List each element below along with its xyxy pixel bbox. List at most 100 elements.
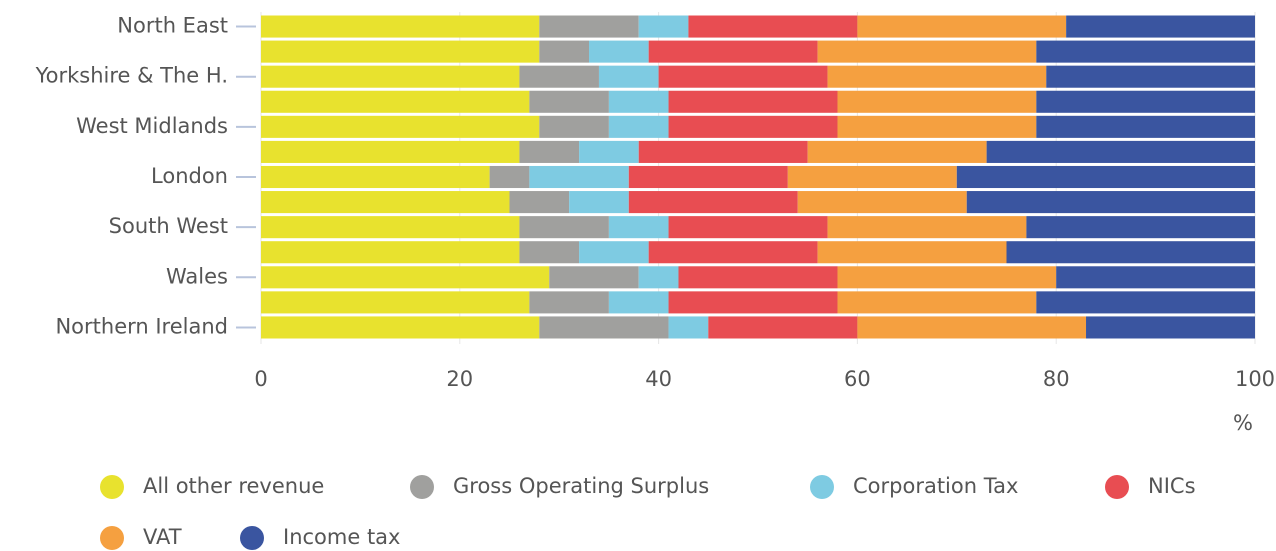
bar-segment xyxy=(638,140,808,163)
legend-swatch xyxy=(100,475,124,499)
bar-segment xyxy=(708,316,858,339)
bar-segment xyxy=(509,191,570,214)
bar-segment xyxy=(519,241,580,264)
legend-swatch xyxy=(810,475,834,499)
bar-segment xyxy=(589,40,649,63)
bar-segment xyxy=(787,165,957,189)
bar-segment xyxy=(827,65,1047,88)
bar-segment xyxy=(668,115,838,138)
y-tick-label: North East xyxy=(117,14,228,38)
bar-segment xyxy=(608,216,669,239)
bar-segment xyxy=(1036,291,1255,314)
bar-segment xyxy=(658,65,828,88)
bar-segment xyxy=(539,115,609,138)
x-tick-label: 40 xyxy=(645,367,672,391)
bar-segment xyxy=(956,165,1255,189)
bar-segment xyxy=(837,266,1057,289)
bar-segment xyxy=(817,40,1037,63)
bar-segment xyxy=(261,266,550,289)
bar-segment xyxy=(1036,115,1255,138)
legend-label: Income tax xyxy=(283,525,400,549)
bar-segment xyxy=(628,191,798,214)
x-axis-label: % xyxy=(1233,411,1253,435)
bar-segment xyxy=(539,316,669,339)
bar-segment xyxy=(261,90,530,113)
bar-segment xyxy=(1026,216,1255,239)
bar-segment xyxy=(608,90,669,113)
bar-segment xyxy=(638,15,689,38)
bar-segment xyxy=(261,65,520,88)
legend-label: All other revenue xyxy=(143,474,324,498)
bar-segment xyxy=(837,90,1037,113)
bar-segment xyxy=(489,165,530,189)
bar-segment xyxy=(1066,15,1255,38)
y-tick-label: Wales xyxy=(166,264,228,288)
bar-segment xyxy=(817,241,1007,264)
bar-segment xyxy=(519,140,580,163)
bar-segment xyxy=(261,191,510,214)
bar-segment xyxy=(1086,316,1255,339)
bar-segment xyxy=(857,316,1087,339)
bar-segment xyxy=(261,40,540,63)
y-tick-label: South West xyxy=(109,214,228,238)
bar-segment xyxy=(857,15,1067,38)
bar-segment xyxy=(519,216,609,239)
bar-segment xyxy=(797,191,967,214)
bar-segment xyxy=(261,216,520,239)
bar-segment xyxy=(648,40,818,63)
bar-segment xyxy=(569,191,629,214)
legend-swatch xyxy=(410,475,434,499)
bar-segment xyxy=(648,241,818,264)
bar-segment xyxy=(837,115,1037,138)
x-tick-label: 80 xyxy=(1043,367,1070,391)
legend-label: NICs xyxy=(1148,474,1196,498)
bar-segment xyxy=(529,165,629,189)
bar-segment xyxy=(1006,241,1255,264)
bar-segment xyxy=(549,266,639,289)
bar-segment xyxy=(539,40,590,63)
bar-segment xyxy=(1036,90,1255,113)
bar-segment xyxy=(688,15,858,38)
legend-swatch xyxy=(100,526,124,550)
x-tick-label: 60 xyxy=(844,367,871,391)
bar-segment xyxy=(966,191,1255,214)
bar-segment xyxy=(668,216,828,239)
x-tick-label: 20 xyxy=(446,367,473,391)
y-tick-label: London xyxy=(151,164,228,188)
x-tick-label: 0 xyxy=(254,367,267,391)
bar-segment xyxy=(261,115,540,138)
bar-segment xyxy=(668,90,838,113)
bar-segment xyxy=(827,216,1027,239)
bar-segment xyxy=(261,316,540,339)
legend-label: Corporation Tax xyxy=(853,474,1018,498)
bar-segment xyxy=(539,15,639,38)
bar-segment xyxy=(529,90,609,113)
legend-swatch xyxy=(240,526,264,550)
legend-swatch xyxy=(1105,475,1129,499)
bar-segment xyxy=(529,291,609,314)
bar-segment xyxy=(608,115,669,138)
bar-segment xyxy=(519,65,599,88)
bar-segment xyxy=(261,241,520,264)
bar-segment xyxy=(261,15,540,38)
bar-segment xyxy=(579,241,649,264)
y-tick-label: Yorkshire & The H. xyxy=(35,64,228,88)
bar-segment xyxy=(1056,266,1255,289)
y-tick-label: Northern Ireland xyxy=(55,314,228,338)
bar-segment xyxy=(608,291,669,314)
bar-segment xyxy=(668,316,709,339)
x-tick-label: 100 xyxy=(1235,367,1275,391)
bar-segment xyxy=(598,65,659,88)
bar-segment xyxy=(261,140,520,163)
bar-segment xyxy=(638,266,679,289)
bar-segment xyxy=(837,291,1037,314)
bar-segment xyxy=(261,165,490,189)
bar-segment xyxy=(678,266,838,289)
bar-segment xyxy=(668,291,838,314)
legend-label: Gross Operating Surplus xyxy=(453,474,709,498)
bar-segment xyxy=(807,140,987,163)
y-tick-label: West Midlands xyxy=(76,114,228,138)
bar-segment xyxy=(579,140,639,163)
bar-segment xyxy=(1036,40,1255,63)
